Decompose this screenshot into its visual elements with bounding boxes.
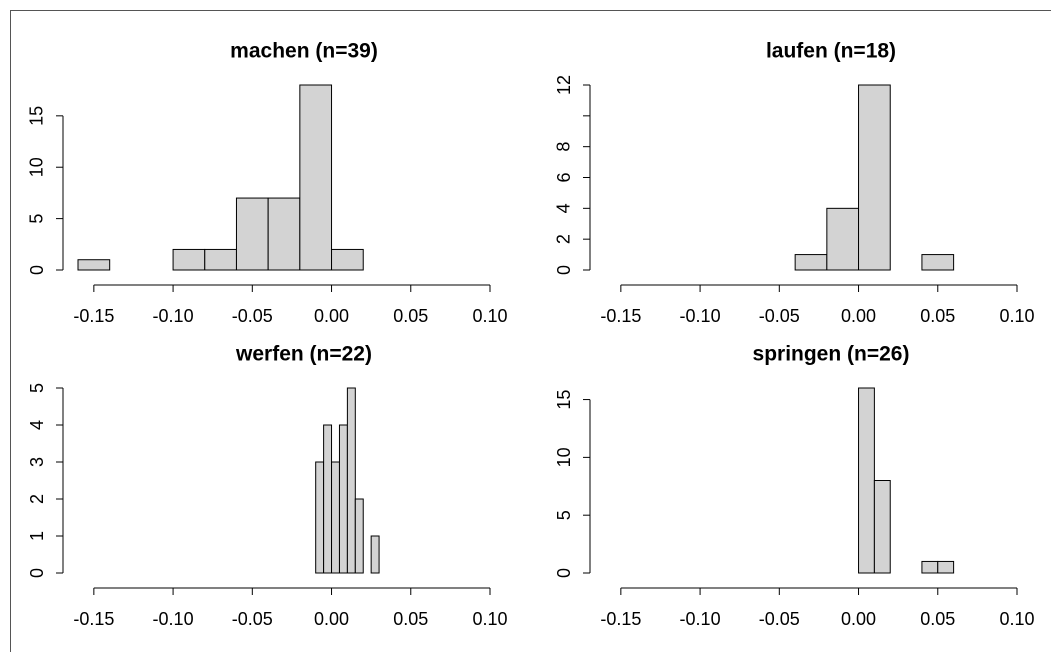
- x-tick-label: -0.10: [680, 306, 721, 326]
- y-tick-label: 15: [27, 106, 47, 126]
- x-tick-label: -0.05: [759, 609, 800, 629]
- x-tick-label: -0.15: [600, 609, 641, 629]
- x-tick-label: -0.15: [600, 306, 641, 326]
- y-tick-label: 10: [554, 447, 574, 467]
- y-tick-label: 12: [554, 75, 574, 95]
- bar: [331, 461, 340, 574]
- x-tick-label: -0.05: [232, 609, 273, 629]
- x-tick-label: 0.05: [393, 609, 428, 629]
- y-tick-label: 15: [554, 390, 574, 410]
- chart-title: werfen (n=22): [235, 343, 372, 366]
- bar: [354, 498, 364, 574]
- x-tick-label: 0.05: [920, 609, 955, 629]
- y-tick-label: 3: [27, 457, 47, 467]
- bar: [172, 248, 206, 271]
- y-tick-label: 5: [27, 214, 47, 224]
- bar: [267, 197, 301, 271]
- x-tick-label: 0.00: [314, 609, 349, 629]
- x-tick-label: 0.00: [841, 306, 876, 326]
- y-tick-label: 5: [27, 383, 47, 393]
- bar: [858, 84, 891, 271]
- y-tick-label: 0: [27, 265, 47, 275]
- x-tick-label: 0.00: [314, 306, 349, 326]
- x-tick-label: -0.05: [232, 306, 273, 326]
- bar: [370, 535, 380, 574]
- x-tick-label: -0.15: [73, 306, 114, 326]
- bar: [921, 560, 939, 574]
- bar: [204, 248, 237, 271]
- y-tick-label: 8: [554, 142, 574, 152]
- y-tick-label: 6: [554, 172, 574, 182]
- x-tick-label: -0.10: [153, 306, 194, 326]
- bar: [323, 424, 333, 574]
- frame: [10, 10, 1051, 652]
- x-tick-label: -0.05: [759, 306, 800, 326]
- bar: [858, 387, 875, 574]
- x-tick-label: 0.05: [393, 306, 428, 326]
- bar: [331, 248, 364, 271]
- chart-title: laufen (n=18): [766, 40, 896, 63]
- bar: [299, 84, 333, 271]
- y-tick-label: 2: [554, 234, 574, 244]
- y-tick-label: 0: [27, 568, 47, 578]
- y-tick-label: 0: [554, 265, 574, 275]
- x-tick-label: 0.10: [999, 306, 1034, 326]
- bar: [315, 461, 325, 574]
- bar: [235, 197, 269, 271]
- bar: [921, 254, 955, 271]
- y-tick-label: 2: [27, 494, 47, 504]
- bar: [77, 259, 111, 271]
- x-tick-label: -0.10: [153, 609, 194, 629]
- bar: [937, 560, 955, 574]
- x-tick-label: -0.15: [73, 609, 114, 629]
- y-tick-label: 4: [27, 420, 47, 430]
- chart-title: machen (n=39): [230, 40, 378, 63]
- bar: [873, 480, 891, 574]
- y-tick-label: 4: [554, 203, 574, 213]
- x-tick-label: 0.10: [999, 609, 1034, 629]
- x-tick-label: 0.10: [472, 306, 507, 326]
- y-tick-label: 0: [554, 568, 574, 578]
- x-tick-label: -0.10: [680, 609, 721, 629]
- bar: [794, 254, 828, 271]
- x-tick-label: 0.00: [841, 609, 876, 629]
- x-tick-label: 0.10: [472, 609, 507, 629]
- bar: [346, 387, 356, 574]
- bar: [826, 207, 860, 271]
- y-tick-label: 10: [27, 157, 47, 177]
- y-tick-label: 1: [27, 531, 47, 541]
- y-tick-label: 5: [554, 510, 574, 520]
- x-tick-label: 0.05: [920, 306, 955, 326]
- chart-title: springen (n=26): [753, 343, 910, 366]
- bar: [338, 424, 348, 574]
